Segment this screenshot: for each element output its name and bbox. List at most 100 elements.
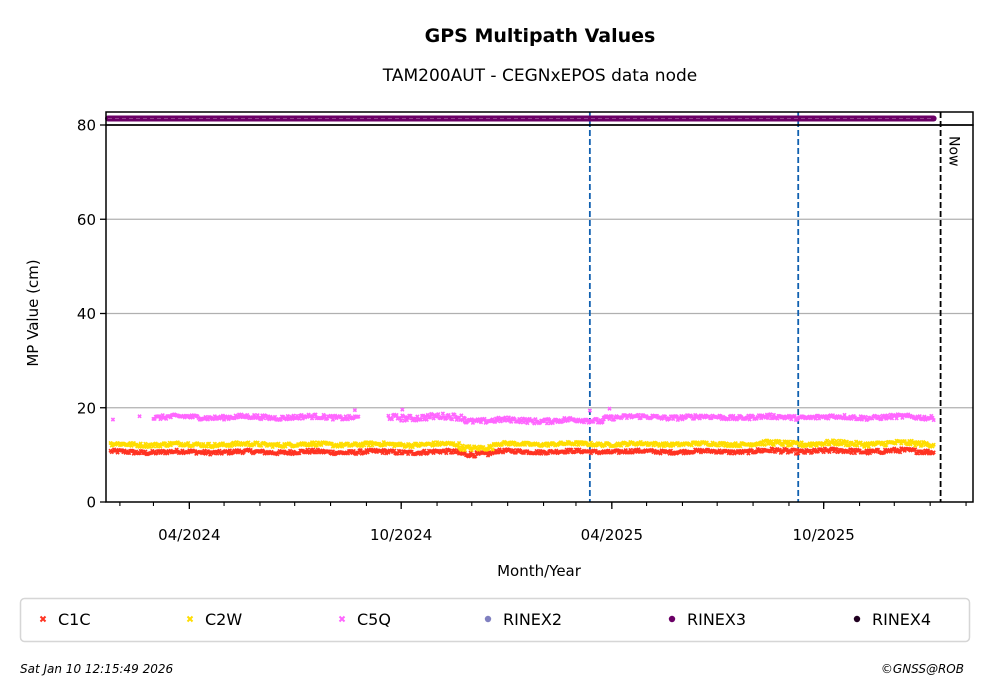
data-point bbox=[467, 444, 472, 449]
data-point bbox=[400, 407, 405, 412]
data-point bbox=[609, 414, 615, 419]
data-point bbox=[456, 440, 462, 446]
data-point bbox=[792, 413, 797, 419]
legend-item-rinex4: RINEX4 bbox=[853, 610, 931, 629]
footer-timestamp: Sat Jan 10 12:15:49 2026 bbox=[20, 662, 174, 676]
data-point bbox=[827, 449, 832, 455]
data-point bbox=[594, 416, 599, 422]
data-point bbox=[508, 419, 514, 424]
chart-subtitle: TAM200AUT - CEGNxEPOS data node bbox=[382, 66, 697, 86]
data-point bbox=[258, 417, 264, 422]
data-point bbox=[513, 450, 518, 455]
data-point bbox=[768, 412, 773, 417]
legend-label: C2W bbox=[205, 610, 242, 629]
data-point bbox=[884, 442, 889, 448]
x-tick-label: 04/2024 bbox=[158, 526, 220, 544]
data-point bbox=[771, 442, 777, 448]
data-point bbox=[759, 415, 764, 421]
data-point bbox=[853, 439, 859, 444]
legend-item-rinex2: RINEX2 bbox=[484, 610, 562, 629]
data-point bbox=[862, 444, 867, 449]
data-point bbox=[917, 414, 922, 419]
data-point bbox=[460, 443, 465, 448]
x-tick-label: 10/2024 bbox=[370, 526, 432, 544]
data-point bbox=[422, 448, 427, 453]
data-point bbox=[830, 438, 836, 443]
data-point bbox=[746, 451, 751, 456]
data-point bbox=[851, 447, 856, 452]
data-point bbox=[312, 440, 317, 445]
data-point bbox=[137, 414, 142, 419]
data-point bbox=[746, 413, 751, 418]
data-point bbox=[562, 415, 567, 421]
data-point bbox=[780, 442, 786, 448]
series-c2w bbox=[108, 438, 936, 453]
legend-marker-icon bbox=[39, 615, 47, 623]
legend-label: RINEX4 bbox=[872, 610, 931, 629]
data-point bbox=[110, 417, 116, 422]
data-point bbox=[122, 448, 127, 453]
data-point bbox=[436, 412, 441, 417]
data-point bbox=[615, 448, 620, 453]
data-point bbox=[762, 442, 767, 448]
y-tick-label: 20 bbox=[77, 399, 96, 417]
data-point bbox=[430, 443, 435, 448]
data-point bbox=[492, 419, 498, 425]
data-point bbox=[389, 417, 395, 422]
data-point bbox=[482, 416, 487, 422]
data-point bbox=[414, 418, 419, 423]
data-point bbox=[789, 442, 794, 448]
data-point bbox=[206, 441, 212, 446]
data-point bbox=[440, 411, 446, 416]
data-point bbox=[931, 442, 936, 447]
y-axis: 0 20 40 60 80 bbox=[77, 117, 106, 512]
x-axis: 04/2024 10/2024 04/2025 10/2025 bbox=[119, 502, 967, 544]
data-point bbox=[824, 438, 830, 443]
data-point bbox=[848, 447, 853, 452]
legend-marker-icon bbox=[668, 615, 676, 623]
legend-box bbox=[19, 597, 971, 643]
data-point bbox=[600, 419, 605, 425]
series-c5q bbox=[110, 406, 936, 426]
data-point bbox=[404, 417, 410, 423]
legend-item-rinex3: RINEX3 bbox=[668, 610, 746, 629]
legend-label: C1C bbox=[58, 610, 91, 629]
data-point bbox=[473, 454, 478, 459]
data-point bbox=[786, 439, 792, 444]
data-point bbox=[394, 412, 399, 418]
legend-label: RINEX2 bbox=[503, 610, 562, 629]
data-point bbox=[307, 450, 312, 455]
data-point bbox=[894, 416, 899, 421]
data-point bbox=[506, 415, 511, 420]
data-point bbox=[931, 450, 936, 455]
y-gridlines bbox=[106, 218, 973, 409]
now-label: Now bbox=[946, 136, 962, 167]
data-point bbox=[844, 439, 849, 444]
data-point bbox=[333, 413, 338, 418]
x-tick-label: 10/2025 bbox=[793, 526, 855, 544]
data-point bbox=[931, 417, 936, 423]
legend-marker-icon bbox=[186, 615, 194, 623]
legend-marker-icon bbox=[338, 615, 346, 623]
event-lines bbox=[588, 112, 800, 502]
y-axis-label: MP Value (cm) bbox=[24, 259, 42, 366]
data-point bbox=[231, 440, 236, 445]
data-point bbox=[449, 417, 455, 422]
legend-label: C5Q bbox=[357, 610, 391, 629]
data-point bbox=[315, 447, 320, 452]
data-point bbox=[352, 407, 358, 413]
data-point bbox=[842, 412, 847, 418]
footer-copyright: ©GNSS@ROB bbox=[881, 662, 964, 676]
data-point bbox=[490, 447, 495, 452]
data-point bbox=[313, 412, 318, 417]
data-point bbox=[297, 416, 302, 421]
legend-marker-icon bbox=[484, 615, 492, 623]
data-point bbox=[228, 443, 234, 449]
data-point bbox=[860, 442, 866, 447]
data-point bbox=[587, 408, 593, 413]
data-point bbox=[607, 406, 612, 411]
data-point bbox=[300, 416, 305, 421]
data-point bbox=[564, 447, 569, 452]
series-c1c bbox=[108, 446, 936, 459]
data-point bbox=[784, 440, 789, 445]
